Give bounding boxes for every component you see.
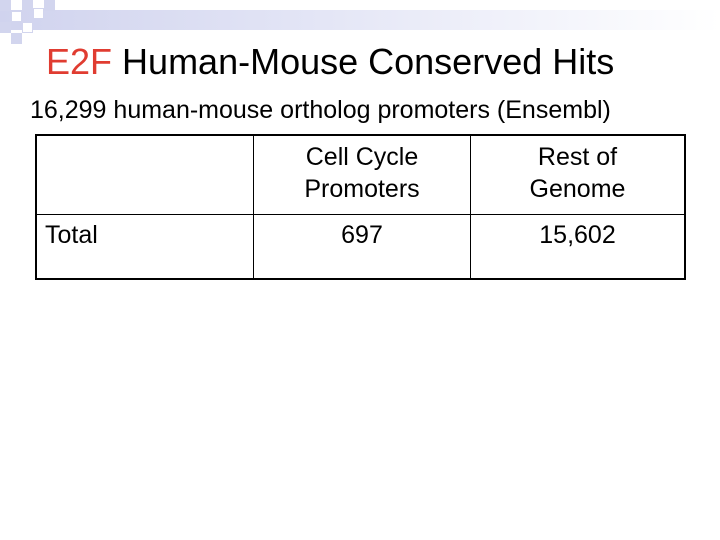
- slide-subtitle: 16,299 human-mouse ortholog promoters (E…: [30, 96, 611, 124]
- table-header-row: Cell Cycle Promoters Rest of Genome: [35, 134, 686, 215]
- header-cell-line: Rest of: [537, 143, 618, 171]
- header-cell-line: Promoters: [304, 175, 420, 203]
- cell-cycle-count: 697: [253, 214, 471, 280]
- decorative-header-band: [0, 10, 720, 30]
- decorative-squares: [0, 0, 60, 48]
- header-rest-of-genome: Rest of Genome: [470, 134, 686, 215]
- counts-table: Cell Cycle Promoters Rest of Genome Tota…: [35, 134, 686, 280]
- row-label: Total: [35, 214, 254, 280]
- rest-of-genome-count: 15,602: [470, 214, 686, 280]
- title-accent: E2F: [46, 41, 113, 82]
- header-cell-line: Genome: [529, 175, 626, 203]
- header-cell-cycle-promoters: Cell Cycle Promoters: [253, 134, 471, 215]
- header-cell-line: Cell Cycle: [305, 143, 419, 171]
- header-empty-cell: [35, 134, 254, 215]
- table-row: Total 697 15,602: [35, 214, 686, 280]
- slide-title: E2F Human-Mouse Conserved Hits: [46, 40, 706, 84]
- title-text: Human-Mouse Conserved Hits: [122, 41, 615, 82]
